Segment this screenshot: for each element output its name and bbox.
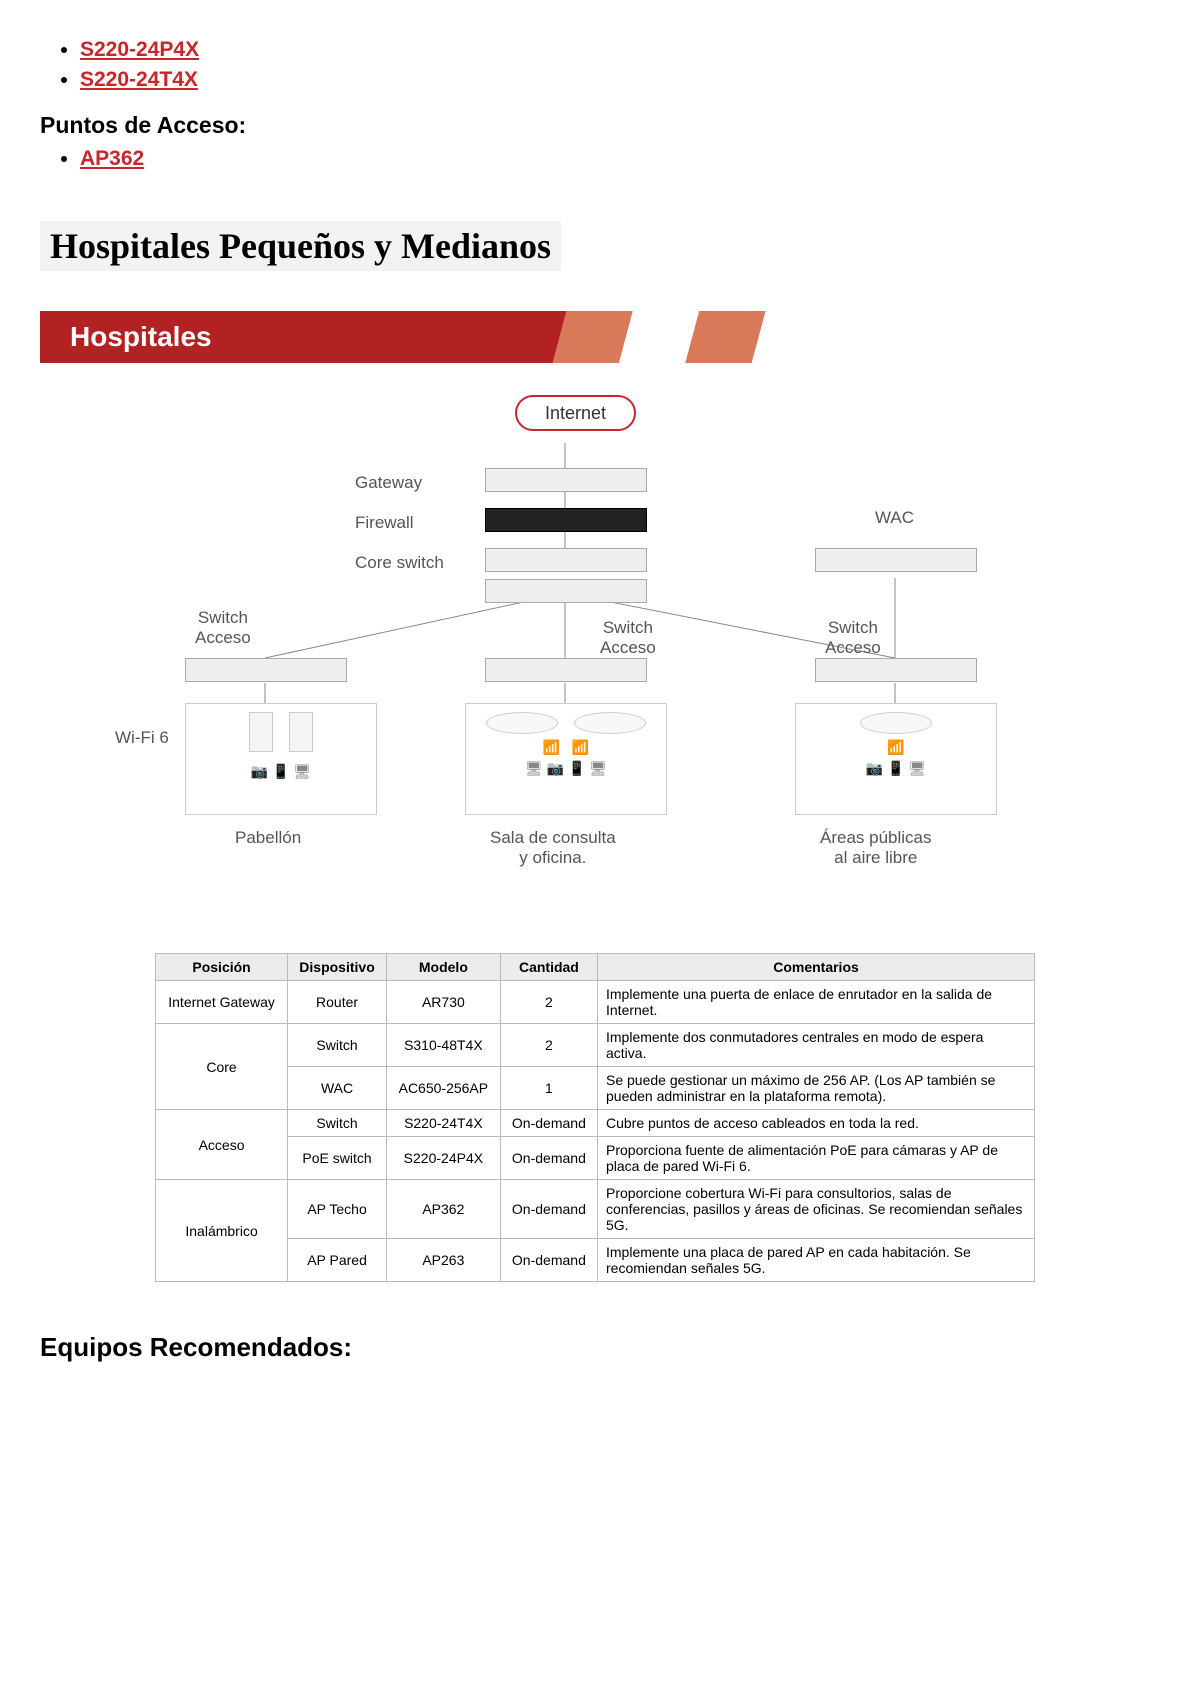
- cell-qty: On-demand: [500, 1239, 597, 1282]
- cell-model: AC650-256AP: [386, 1067, 500, 1110]
- access-points-label: Puntos de Acceso:: [40, 112, 1150, 139]
- equipos-recomendados-heading: Equipos Recomendados:: [40, 1332, 1150, 1363]
- cell-model: AP362: [386, 1180, 500, 1239]
- cell-pos: Acceso: [156, 1110, 288, 1180]
- switch-acceso-label: Switch Acceso: [195, 608, 251, 648]
- cell-qty: 1: [500, 1067, 597, 1110]
- cell-comment: Implemente dos conmutadores centrales en…: [598, 1024, 1035, 1067]
- coreswitch-device-icon: [485, 579, 647, 603]
- zone-label-publicas: Áreas públicas al aire libre: [820, 828, 932, 868]
- cell-comment: Implemente una placa de pared AP en cada…: [598, 1239, 1035, 1282]
- banner-text: Hospitales: [70, 321, 212, 353]
- coreswitch-device-icon: [485, 548, 647, 572]
- access-point-list: AP362: [80, 147, 1150, 171]
- cell-dev: Router: [288, 981, 387, 1024]
- switch-acceso-label: Switch Acceso: [825, 618, 881, 658]
- firewall-device-icon: [485, 508, 647, 532]
- wifi6-label: Wi-Fi 6: [115, 728, 169, 748]
- cell-comment: Se puede gestionar un máximo de 256 AP. …: [598, 1067, 1035, 1110]
- cell-model: AR730: [386, 981, 500, 1024]
- zone-publicas: 📶 📷 📱 🖥: [795, 703, 997, 815]
- cell-dev: AP Techo: [288, 1180, 387, 1239]
- zone-pabellon: 📷 📱 🖥: [185, 703, 377, 815]
- cell-qty: On-demand: [500, 1180, 597, 1239]
- cell-model: S220-24P4X: [386, 1137, 500, 1180]
- cell-dev: AP Pared: [288, 1239, 387, 1282]
- table-row: Inalámbrico AP Techo AP362 On-demand Pro…: [156, 1180, 1035, 1239]
- cell-qty: On-demand: [500, 1110, 597, 1137]
- table-header: Cantidad: [500, 954, 597, 981]
- switch-acceso-label: Switch Acceso: [600, 618, 656, 658]
- gateway-label: Gateway: [355, 473, 422, 493]
- cell-pos: Inalámbrico: [156, 1180, 288, 1282]
- table-row: Acceso Switch S220-24T4X On-demand Cubre…: [156, 1110, 1035, 1137]
- product-link[interactable]: S220-24T4X: [80, 68, 198, 91]
- table-header: Comentarios: [598, 954, 1035, 981]
- page-title: Hospitales Pequeños y Medianos: [40, 221, 561, 271]
- table-header: Modelo: [386, 954, 500, 981]
- table-row: PoE switch S220-24P4X On-demand Proporci…: [156, 1137, 1035, 1180]
- zone-label-pabellon: Pabellón: [235, 828, 301, 848]
- cell-comment: Proporciona fuente de alimentación PoE p…: [598, 1137, 1035, 1180]
- top-product-list: S220-24P4X S220-24T4X: [80, 38, 1150, 92]
- wac-device-icon: [815, 548, 977, 572]
- wac-label: WAC: [875, 508, 914, 528]
- table-row: Internet Gateway Router AR730 2 Implemen…: [156, 981, 1035, 1024]
- gateway-device-icon: [485, 468, 647, 492]
- cell-qty: On-demand: [500, 1137, 597, 1180]
- cell-dev: PoE switch: [288, 1137, 387, 1180]
- cell-model: S220-24T4X: [386, 1110, 500, 1137]
- coreswitch-label: Core switch: [355, 553, 444, 573]
- table-row: WAC AC650-256AP 1 Se puede gestionar un …: [156, 1067, 1035, 1110]
- table-header: Dispositivo: [288, 954, 387, 981]
- access-switch-icon: [815, 658, 977, 682]
- cell-dev: Switch: [288, 1024, 387, 1067]
- cell-dev: WAC: [288, 1067, 387, 1110]
- cell-model: AP263: [386, 1239, 500, 1282]
- cell-comment: Cubre puntos de acceso cableados en toda…: [598, 1110, 1035, 1137]
- zone-consulta: 📶 📶 🖥 📷 📱 🖥: [465, 703, 667, 815]
- table-header: Posición: [156, 954, 288, 981]
- cell-pos: Core: [156, 1024, 288, 1110]
- cell-comment: Implemente una puerta de enlace de enrut…: [598, 981, 1035, 1024]
- access-switch-icon: [185, 658, 347, 682]
- product-link[interactable]: S220-24P4X: [80, 38, 199, 61]
- internet-cloud: Internet: [515, 395, 636, 431]
- network-topology-diagram: Internet Gateway Firewall WAC Core switc…: [95, 393, 1095, 913]
- cell-pos: Internet Gateway: [156, 981, 288, 1024]
- zone-label-consulta: Sala de consulta y oficina.: [490, 828, 616, 868]
- table-row: Core Switch S310-48T4X 2 Implemente dos …: [156, 1024, 1035, 1067]
- cell-dev: Switch: [288, 1110, 387, 1137]
- cell-comment: Proporcione cobertura Wi-Fi para consult…: [598, 1180, 1035, 1239]
- equipment-table: Posición Dispositivo Modelo Cantidad Com…: [155, 953, 1035, 1282]
- table-row: AP Pared AP263 On-demand Implemente una …: [156, 1239, 1035, 1282]
- cell-model: S310-48T4X: [386, 1024, 500, 1067]
- product-link[interactable]: AP362: [80, 147, 144, 170]
- hospitales-banner: Hospitales: [40, 311, 1150, 363]
- firewall-label: Firewall: [355, 513, 414, 533]
- cell-qty: 2: [500, 1024, 597, 1067]
- access-switch-icon: [485, 658, 647, 682]
- cell-qty: 2: [500, 981, 597, 1024]
